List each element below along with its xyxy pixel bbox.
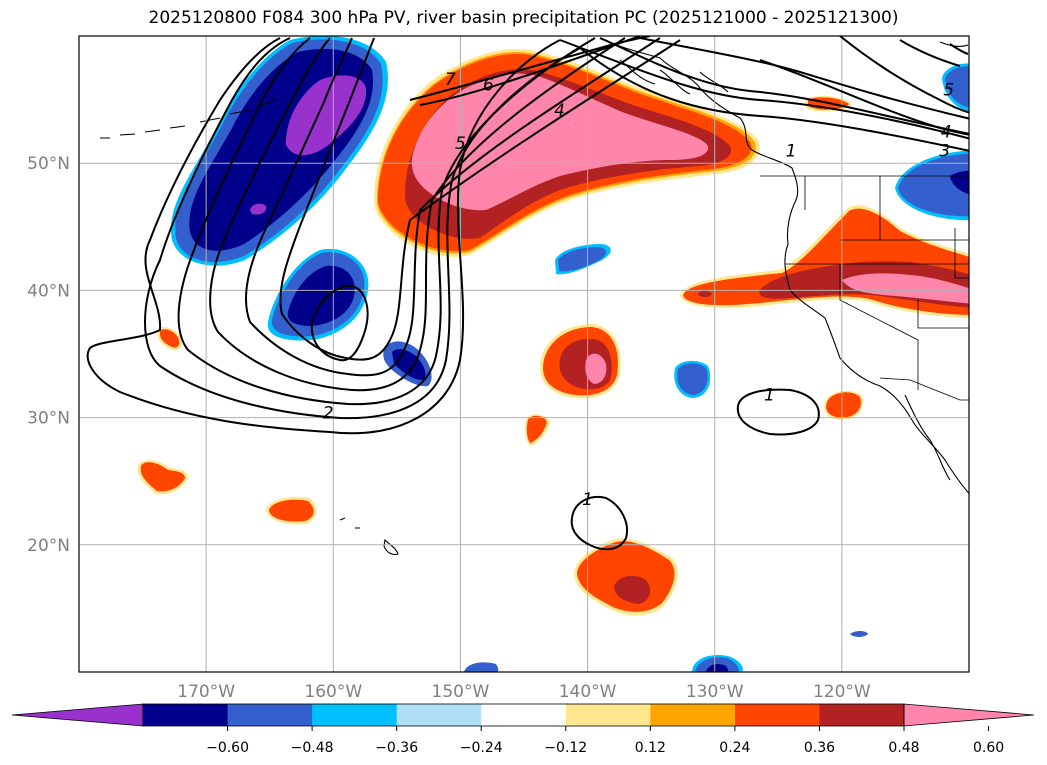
positive-anomaly-california xyxy=(680,205,969,420)
pv-contour-5 xyxy=(209,37,969,392)
colorbar-tick-label: −0.48 xyxy=(291,740,334,756)
colorbar-segment xyxy=(734,704,820,726)
grid-lines xyxy=(79,36,969,672)
colorbar-extend-max xyxy=(903,703,1035,727)
colorbar-segment xyxy=(819,704,905,726)
contour-label: 4 xyxy=(554,101,565,121)
pv-contour-7 xyxy=(279,37,681,361)
negative-anomaly-northeast xyxy=(895,63,969,221)
contour-label: 1 xyxy=(786,141,797,161)
lon-tick-label: 170°W xyxy=(177,682,235,702)
map-frame xyxy=(78,35,970,673)
colorbar-tick-labels: −0.60 −0.48 −0.36 −0.24 −0.12 0.12 0.24 0.36 0.4… xyxy=(206,726,1004,756)
lon-tick-label: 130°W xyxy=(686,682,744,702)
colorbar-segment xyxy=(650,704,736,726)
lon-tick-label: 160°W xyxy=(304,682,362,702)
colorbar-tick-label: −0.36 xyxy=(375,740,418,756)
pv-contour-ne xyxy=(759,36,969,136)
contour-label: 5 xyxy=(455,134,466,154)
colorbar-tick-label: 0.60 xyxy=(973,740,1004,756)
colorbar-tick-label: −0.12 xyxy=(544,740,587,756)
political-borders xyxy=(760,175,969,401)
lon-tick-label: 120°W xyxy=(813,682,871,702)
positive-anomaly-central xyxy=(137,324,678,616)
colorbar-segment xyxy=(312,704,398,726)
pv-contours xyxy=(86,36,969,551)
contour-label: 4 xyxy=(941,122,952,142)
contour-label: 7 xyxy=(445,70,456,90)
negative-anomaly-central xyxy=(267,244,711,398)
latitude-tick-labels: 50°N 40°N 30°N 20°N xyxy=(27,154,70,556)
colorbar-segment xyxy=(227,704,313,726)
pv-contour-inner-low xyxy=(310,284,369,362)
colorbar-tick-label: 0.24 xyxy=(719,740,750,756)
colorbar-segment xyxy=(481,704,567,726)
colorbar-segment xyxy=(565,704,651,726)
lat-tick-label: 40°N xyxy=(27,281,70,301)
lat-tick-label: 50°N xyxy=(27,154,70,174)
contour-label: 6 xyxy=(483,75,494,95)
pv-contour-6 xyxy=(244,37,661,377)
coastlines xyxy=(100,39,969,556)
colorbar-segment xyxy=(396,704,482,726)
colorbar-segment xyxy=(143,704,229,726)
pv-contour-3 xyxy=(144,37,969,420)
colorbar-frame xyxy=(142,703,905,727)
colorbar-tick-label: 0.36 xyxy=(804,740,835,756)
contour-label: 3 xyxy=(939,141,950,161)
pv-contour-1-south xyxy=(570,496,628,551)
lat-tick-label: 30°N xyxy=(27,409,70,429)
contour-label: 1 xyxy=(582,490,593,510)
pv-contour-2 xyxy=(86,37,969,435)
contour-label: 2 xyxy=(323,404,334,424)
pv-contour-1-east xyxy=(736,388,820,436)
contour-label: 1 xyxy=(764,386,775,406)
colorbar-extend-min xyxy=(11,703,144,727)
colorbar-tick-label: 0.12 xyxy=(635,740,666,756)
lon-tick-label: 140°W xyxy=(559,682,617,702)
negative-anomaly-south xyxy=(464,631,868,672)
contour-label: 5 xyxy=(943,80,954,100)
longitude-tick-labels: 170°W 160°W 150°W 140°W 130°W 120°W xyxy=(177,682,871,702)
lat-tick-label: 20°N xyxy=(27,536,70,556)
colorbar-tick-label: −0.60 xyxy=(206,740,249,756)
map-title: 2025120800 F084 300 hPa PV, river basin … xyxy=(148,8,899,28)
colorbar-tick-label: −0.24 xyxy=(460,740,503,756)
pv-contour-north-1 xyxy=(409,36,651,106)
colorbar xyxy=(11,703,1035,727)
colorbar-tick-label: 0.48 xyxy=(888,740,919,756)
lon-tick-label: 150°W xyxy=(432,682,490,702)
